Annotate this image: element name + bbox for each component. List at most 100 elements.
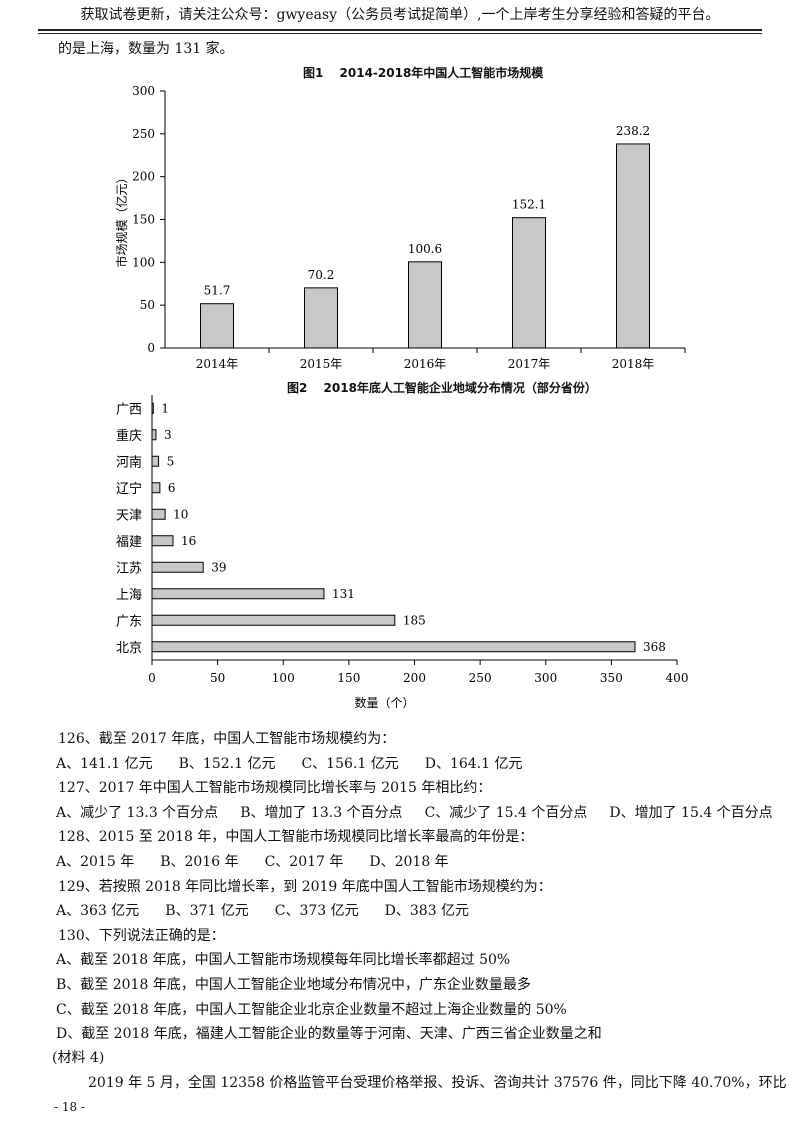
x-tick-label: 200 <box>403 671 426 685</box>
bar-value-label: 51.7 <box>204 284 231 298</box>
bar-value-label: 6 <box>168 481 176 495</box>
x-tick-label: 400 <box>666 671 689 685</box>
x-tick-label: 350 <box>600 671 623 685</box>
option-row: A、减少了 13.3 个百分点 B、增加了 13.3 个百分点 C、减少了 15.4… <box>56 802 795 822</box>
bar-value-label: 5 <box>167 454 175 468</box>
answer-option[interactable]: A、2015 年 <box>56 854 135 870</box>
bar <box>151 508 166 520</box>
bar-value-label: 10 <box>173 507 188 521</box>
bar <box>151 561 204 573</box>
answer-option[interactable]: D、截至 2018 年底，福建人工智能企业的数量等于河南、天津、广西三省企业数量… <box>56 1026 602 1043</box>
answer-option[interactable]: B、截至 2018 年底，中国人工智能企业地域分布情况中，广东企业数量最多 <box>56 977 531 993</box>
page-number: - 18 - <box>54 1100 86 1114</box>
question-stem: 127、2017 年中国人工智能市场规模同比增长率与 2015 年相比约： <box>58 780 492 797</box>
y-tick-label: 福建 <box>116 535 142 550</box>
question-stem: 126、截至 2017 年底，中国人工智能市场规模约为： <box>58 731 396 747</box>
x-tick-label: 0 <box>148 671 156 685</box>
page-header: 获取试卷更新，请关注公众号：gwyeasy（公务员考试捉简单）,一个上岸考生分享… <box>80 7 720 23</box>
bar <box>151 641 636 653</box>
y-tick-label: 150 <box>132 213 155 227</box>
x-tick-label: 50 <box>210 671 225 685</box>
x-tick-label: 2018年 <box>612 357 655 371</box>
question-stem: 129、若按照 2018 年同比增长率，到 2019 年底中国人工智能市场规模约… <box>58 878 552 895</box>
answer-option[interactable]: B、2016 年 <box>160 854 239 870</box>
material-text: 2019 年 5 月，全国 12358 价格监管平台受理价格举报、投诉、咨询共计… <box>88 1075 787 1091</box>
question-stem: 130、下列说法正确的是： <box>58 927 225 944</box>
option-row: A、2015 年 B、2016 年 C、2017 年 D、2018 年 <box>56 851 475 871</box>
bar <box>200 303 234 349</box>
bar-value-label: 16 <box>181 534 196 548</box>
answer-option[interactable]: B、增加了 13.3 个百分点 <box>240 804 403 821</box>
material-label: (材料 4) <box>52 1050 105 1066</box>
x-tick-label: 150 <box>337 671 360 685</box>
market-size-bar-chart: 0 50 100 150 200 250 300 51.7 2014年 70.2 2015年 100.… <box>114 84 686 371</box>
answer-option[interactable]: D、383 亿元 <box>384 903 470 920</box>
bar-value-label: 100.6 <box>408 242 442 256</box>
x-tick-label: 100 <box>272 671 295 685</box>
y-tick-label: 辽宁 <box>116 481 142 497</box>
enterprise-distribution-bar-chart: 0 50 100 150 200 250 300 350 400 1 广西 3 重庆 5 河南 6 辽宁 10 天津… <box>116 395 689 710</box>
answer-option[interactable]: A、截至 2018 年底，中国人工智能市场规模每年同比增长率都超过 50% <box>56 952 511 969</box>
y-tick-label: 重庆 <box>116 428 142 444</box>
y-tick-label: 广西 <box>116 402 142 417</box>
answer-option[interactable]: D、增加了 15.4 个百分点 <box>609 804 773 821</box>
bar <box>151 429 157 441</box>
answer-option[interactable]: A、141.1 亿元 <box>56 755 153 772</box>
bar-value-label: 368 <box>643 640 666 654</box>
y-tick-label: 上海 <box>116 588 142 603</box>
x-tick-label: 250 <box>469 671 492 685</box>
y-tick-label: 200 <box>132 170 155 184</box>
header-rule-thin <box>38 33 762 34</box>
y-tick-label: 250 <box>132 127 155 141</box>
x-tick-label: 2015年 <box>300 357 343 371</box>
bar-value-label: 131 <box>332 587 355 601</box>
bar <box>616 143 650 349</box>
header-rule <box>38 29 762 31</box>
x-tick-label: 2014年 <box>196 357 239 371</box>
answer-option[interactable]: C、减少了 15.4 个百分点 <box>424 804 588 821</box>
y-tick-label: 50 <box>140 298 155 312</box>
x-tick-label: 2016年 <box>404 357 447 371</box>
bar-value-label: 238.2 <box>616 124 650 138</box>
y-tick-label: 100 <box>132 255 155 269</box>
bar-value-label: 185 <box>403 613 426 627</box>
y-tick-label: 0 <box>147 341 155 355</box>
x-tick-label: 300 <box>534 671 557 685</box>
bar <box>408 261 442 349</box>
bar-value-label: 1 <box>161 401 169 415</box>
bar <box>151 588 325 600</box>
y-tick-label: 北京 <box>116 641 142 656</box>
bar <box>151 614 396 626</box>
bar <box>151 455 160 467</box>
intro-text: 的是上海，数量为 131 家。 <box>58 41 234 57</box>
answer-option[interactable]: C、截至 2018 年底，中国人工智能企业北京企业数量不超过上海企业数量的 50… <box>56 1001 567 1018</box>
bar-value-label: 70.2 <box>308 268 335 282</box>
bar-value-label: 152.1 <box>512 198 546 212</box>
y-tick-label: 江苏 <box>116 560 142 576</box>
answer-option[interactable]: B、371 亿元 <box>165 903 249 920</box>
chart2-title: 图2 2018年底人工智能企业地域分布情况（部分省份） <box>287 381 597 395</box>
answer-option[interactable]: B、152.1 亿元 <box>178 755 276 772</box>
bar <box>151 402 154 414</box>
answer-option[interactable]: D、164.1 亿元 <box>424 755 523 772</box>
bar-value-label: 3 <box>164 428 172 442</box>
y-tick-label: 广东 <box>116 614 142 629</box>
bar <box>151 482 161 494</box>
y-tick-label: 300 <box>132 84 155 98</box>
bar <box>512 217 546 349</box>
answer-option[interactable]: A、减少了 13.3 个百分点 <box>56 804 219 821</box>
y-tick-label: 天津 <box>116 508 142 523</box>
option-row: A、363 亿元 B、371 亿元 C、373 亿元 D、383 亿元 <box>56 900 495 920</box>
answer-option[interactable]: D、2018 年 <box>369 854 449 870</box>
answer-option[interactable]: A、363 亿元 <box>56 903 140 920</box>
answer-option[interactable]: C、2017 年 <box>264 854 344 870</box>
bar-value-label: 39 <box>211 560 226 574</box>
question-stem: 128、2015 至 2018 年，中国人工智能市场规模同比增长率最高的年份是： <box>58 829 534 846</box>
x-tick-label: 2017年 <box>508 357 551 371</box>
answer-option[interactable]: C、373 亿元 <box>274 903 359 920</box>
answer-option[interactable]: C、156.1 亿元 <box>301 755 399 772</box>
y-axis-label: 市场规模（亿元） <box>114 171 129 267</box>
bar <box>151 535 174 547</box>
y-tick-label: 河南 <box>116 454 142 470</box>
option-row: A、141.1 亿元 B、152.1 亿元 C、156.1 亿元 D、164.1 亿元 <box>56 753 548 773</box>
